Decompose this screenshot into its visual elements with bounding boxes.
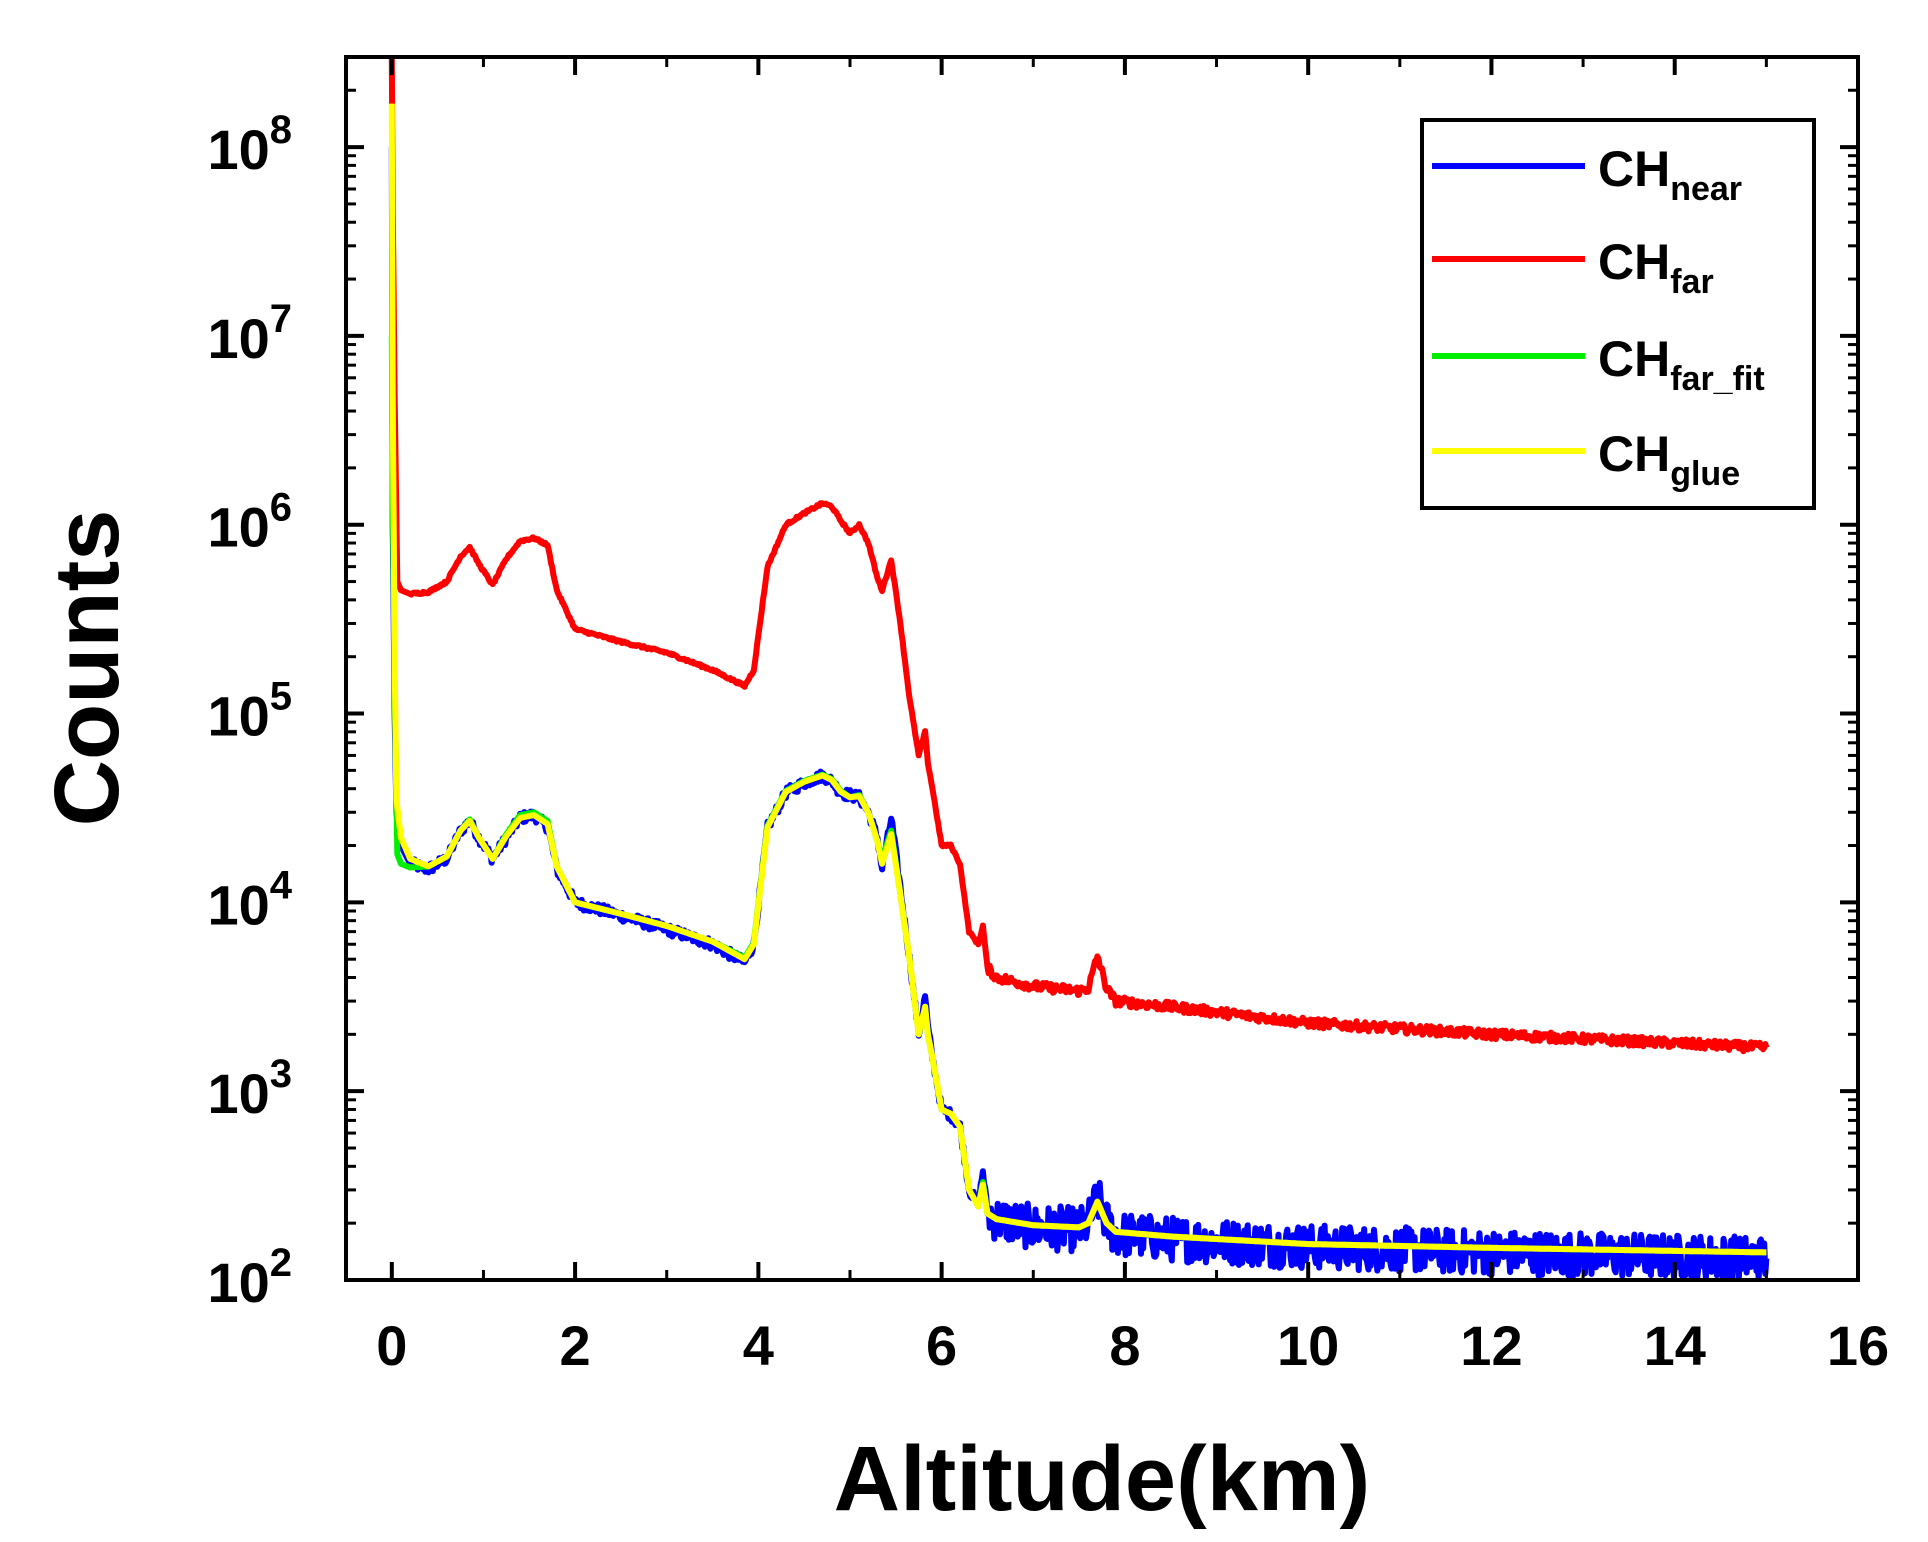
x-tick-label: 2: [560, 1314, 591, 1377]
y-axis-title: Counts: [36, 510, 138, 827]
x-tick-label: 8: [1109, 1314, 1140, 1377]
y-tick-label: 107: [207, 297, 292, 370]
x-tick-label: 16: [1827, 1314, 1889, 1377]
x-ticks: 0 2 4 6 8 10 12 14 16: [376, 57, 1889, 1377]
legend-box: [1420, 118, 1816, 510]
y-tick-label: 108: [207, 108, 292, 181]
series-line-ch-glue: [388, 103, 1769, 1256]
y-tick-label: 102: [207, 1241, 292, 1314]
y-tick-label: 106: [207, 486, 292, 559]
y-tick-label: 105: [207, 675, 292, 748]
series-line-ch-far: [388, 57, 1770, 1055]
x-tick-label: 0: [376, 1314, 407, 1377]
x-axis-title: Altitude(km): [834, 1428, 1371, 1530]
x-tick-label: 14: [1644, 1314, 1706, 1377]
y-ticks: 102 103 104 105 106 107 108: [207, 55, 1858, 1314]
legend: CHnear CHfar CHfar_fit CHglue: [1420, 118, 1816, 510]
x-tick-label: 6: [926, 1314, 957, 1377]
legend-label-far: CHfar: [1598, 234, 1714, 301]
plot-lines: [388, 57, 1770, 1280]
x-tick-label: 4: [743, 1314, 774, 1377]
y-tick-label: 104: [207, 863, 292, 936]
legend-label-glue: CHglue: [1598, 426, 1740, 493]
plot-frame: [344, 55, 1860, 1282]
legend-label-far-fit: CHfar_fit: [1598, 331, 1765, 398]
legend-label-near: CHnear: [1598, 141, 1742, 208]
x-tick-label: 10: [1277, 1314, 1339, 1377]
x-tick-label: 12: [1460, 1314, 1522, 1377]
y-tick-label: 103: [207, 1052, 292, 1125]
